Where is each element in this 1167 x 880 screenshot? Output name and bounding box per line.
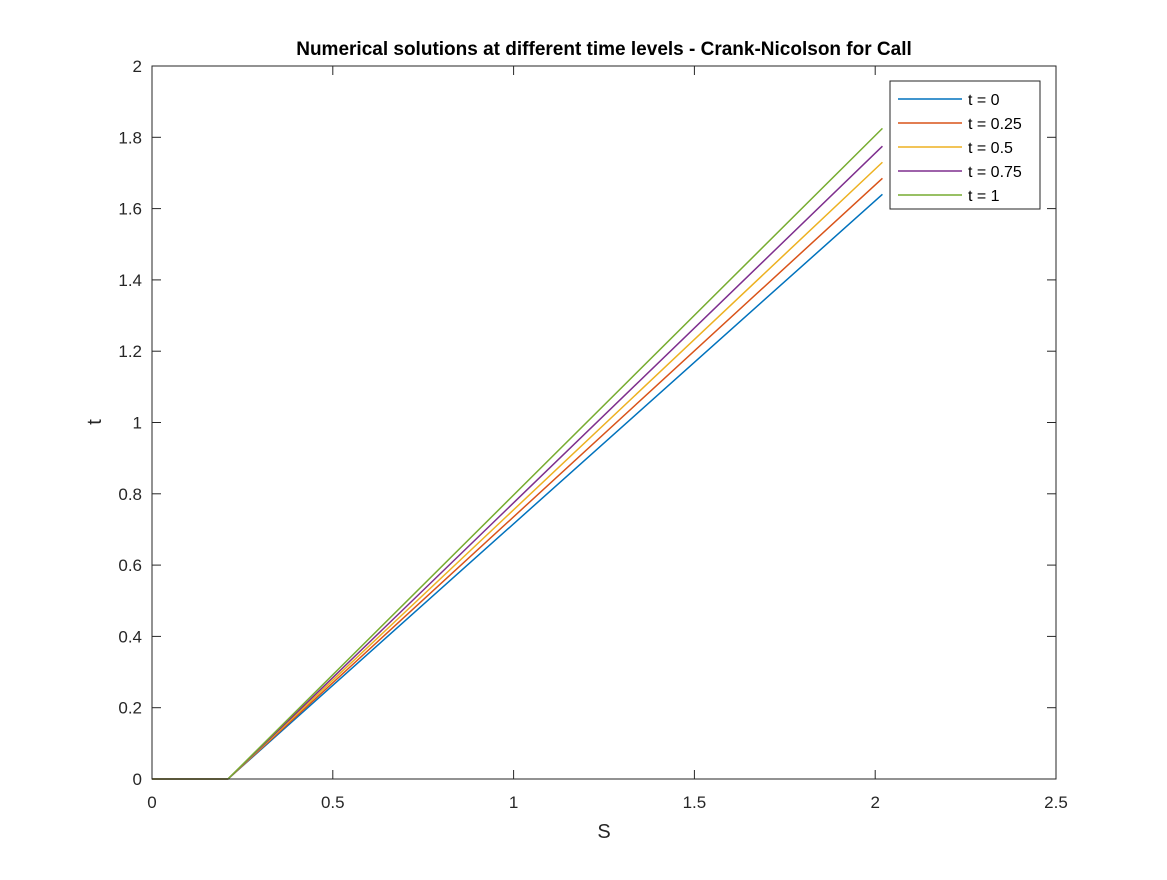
x-tick-label: 2.5 <box>1044 793 1068 812</box>
x-tick-label: 1 <box>509 793 518 812</box>
y-tick-label: 0.4 <box>118 627 142 646</box>
y-tick-label: 1.4 <box>118 271 142 290</box>
x-tick-label: 1.5 <box>683 793 707 812</box>
x-tick-label: 0.5 <box>321 793 345 812</box>
chart-title: Numerical solutions at different time le… <box>296 39 912 60</box>
x-axis-label: S <box>597 821 610 843</box>
y-tick-label: 1.2 <box>118 342 142 361</box>
legend-label-3: t = 0.75 <box>968 164 1022 181</box>
legend-label-0: t = 0 <box>968 92 1000 109</box>
legend-label-2: t = 0.5 <box>968 140 1013 157</box>
legend-label-1: t = 0.25 <box>968 116 1022 133</box>
y-tick-label: 0.2 <box>118 699 142 718</box>
y-tick-label: 0.6 <box>118 556 142 575</box>
legend-items: t = 0 t = 0.25 t = 0.5 t = 0.75 t = 1 <box>898 92 1022 205</box>
y-tick-label: 2 <box>133 57 142 76</box>
y-tick-label: 1.8 <box>118 128 142 147</box>
x-tick-label: 0 <box>147 793 156 812</box>
y-tick-label: 1.6 <box>118 200 142 219</box>
y-tick-label: 0.8 <box>118 485 142 504</box>
legend-box <box>889 80 1041 210</box>
legend: t = 0 t = 0.25 t = 0.5 t = 0.75 t = 1 <box>889 80 1041 210</box>
legend-label-4: t = 1 <box>968 188 1000 205</box>
x-tick-label: 2 <box>870 793 879 812</box>
y-tick-label: 1 <box>133 414 142 433</box>
y-tick-label: 0 <box>133 770 142 789</box>
y-axis-ticks: 0 0.2 0.4 0.6 0.8 1 1.2 1.4 1.6 1.8 2 <box>118 57 1056 789</box>
y-axis-label: t <box>84 419 106 425</box>
x-axis-ticks: 0 0.5 1 1.5 2 2.5 <box>147 66 1068 812</box>
